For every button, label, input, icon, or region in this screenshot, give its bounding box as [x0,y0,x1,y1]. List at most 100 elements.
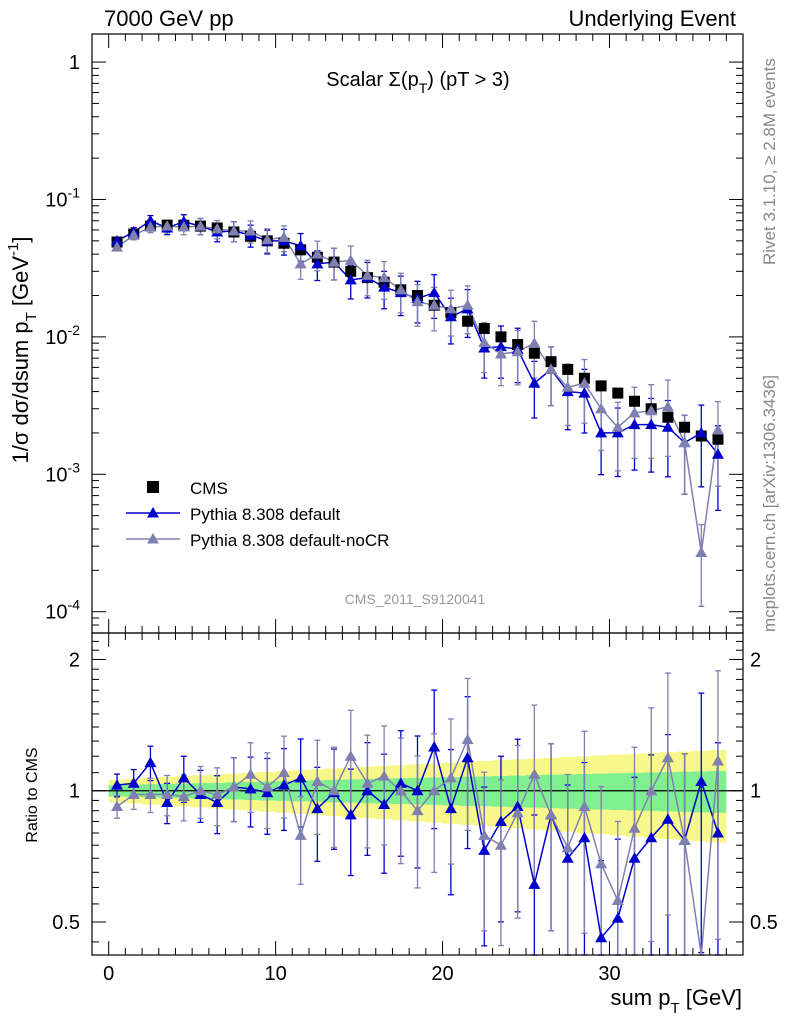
y-tick-label-exp: -3 [68,459,81,475]
marker-nocr-ratio [661,751,674,763]
y-tick-label: 1 [69,52,80,74]
marker-nocr-ratio [461,733,474,745]
x-tick-label: 10 [264,963,286,985]
marker-default-main [378,281,391,292]
marker-default-main [628,418,641,430]
marker-nocr-ratio [227,780,240,792]
main-y-axis-label-b: [GeV [8,256,33,313]
marker-default-ratio [428,740,441,752]
marker-default-ratio [378,798,391,809]
marker-nocr-ratio [211,788,224,800]
marker-nocr-main [394,283,407,295]
marker-nocr-main [144,221,157,232]
marker-nocr-main [277,231,290,242]
marker-nocr-ratio [561,841,574,853]
y-tick-label: 10-3 [45,459,80,486]
marker-default-ratio [177,771,190,783]
cms-point [629,395,640,407]
marker-nocr-main [127,229,140,240]
marker-nocr-main [511,345,524,357]
marker-default-main [494,340,507,352]
marker-nocr-main [478,336,491,348]
plot-title: Scalar Σ(pT) (pT > 3) [326,69,509,96]
marker-nocr-ratio [161,788,174,800]
marker-default-main [428,286,441,298]
watermark: CMS_2011_S9120041 [345,591,486,607]
marker-nocr-main [545,363,558,374]
marker-nocr-ratio [645,784,658,796]
marker-default-ratio [478,844,491,855]
marker-default-ratio [211,796,224,807]
cms-point [495,331,507,343]
legend-label: Pythia 8.308 default [190,505,341,524]
marker-nocr-main [261,233,274,245]
marker-nocr-main [711,424,724,435]
marker-nocr-ratio [144,788,157,800]
x-axis-label-b: [GeV] [680,985,742,1010]
marker-nocr-main [161,220,174,231]
marker-nocr-main [695,546,708,557]
marker-default-ratio [595,931,608,943]
marker-nocr-main [294,257,307,269]
cms-point [562,363,574,375]
marker-nocr-ratio [261,780,274,792]
marker-default-main [344,273,357,285]
marker-default-ratio [611,912,624,923]
marker-default-main [578,387,591,398]
x-axis-label-a: sum p [611,985,671,1010]
marker-nocr-main [595,402,608,414]
y-tick-label: 10-2 [45,322,80,349]
marker-nocr-main [528,337,541,348]
main-y-axis-label-sub: T [23,312,40,321]
marker-default-main [111,234,124,246]
marker-default-ratio [361,784,374,796]
marker-default-ratio [144,756,157,768]
marker-nocr-main [628,406,641,418]
main-y-axis-label-sup: -1 [5,243,22,256]
marker-nocr-main [411,295,424,307]
y-tick-label-base: 1 [69,52,80,74]
marker-nocr-ratio [628,822,641,833]
marker-default-main [595,426,608,438]
y-tick-label-exp: -1 [68,184,81,200]
marker-nocr-main [311,248,324,259]
marker-nocr-ratio [528,768,541,779]
marker-nocr-ratio [545,808,558,820]
x-tick-label: 0 [103,963,114,985]
cms-point [662,411,674,423]
plot-title-rest: ) (pT > 3) [427,69,509,91]
y-tick-label-base: 10 [45,464,67,486]
marker-nocr-ratio [127,788,140,800]
marker-default-ratio [444,802,457,814]
marker-default-ratio [311,802,324,814]
marker-nocr-ratio [611,894,624,906]
marker-nocr-ratio [411,804,424,816]
marker-default-main [478,342,491,353]
marker-default-main [311,257,324,269]
legend-label: CMS [190,479,228,498]
marker-default-main [444,310,457,322]
y-tick-label-base: 10 [45,189,67,211]
y-tick-label-base: 10 [45,602,67,624]
plot-title-main: Scalar Σ(p [326,69,418,91]
cms-point [712,433,724,445]
marker-default-ratio [127,777,140,788]
marker-nocr-main [344,254,357,265]
marker-nocr-ratio [428,784,441,796]
ratio-y-tick-label-right: 2 [750,649,761,671]
main-y-axis-label-a: 1/σ dσ/dsum p [8,321,33,463]
marker-nocr-main [244,224,257,236]
ratio-y-tick-label-left: 1 [69,781,80,803]
legend-marker [147,533,159,544]
cms-point [345,265,357,277]
legend-marker-cms [147,481,159,493]
cms-point [595,380,607,392]
marker-default-ratio [394,777,407,788]
marker-default-ratio [711,826,724,838]
legend: CMS Pythia 8.308 default Pythia 8.308 defa… [126,479,389,550]
marker-nocr-ratio [444,771,457,783]
marker-nocr-ratio [378,770,391,781]
marker-nocr-main [378,271,391,283]
